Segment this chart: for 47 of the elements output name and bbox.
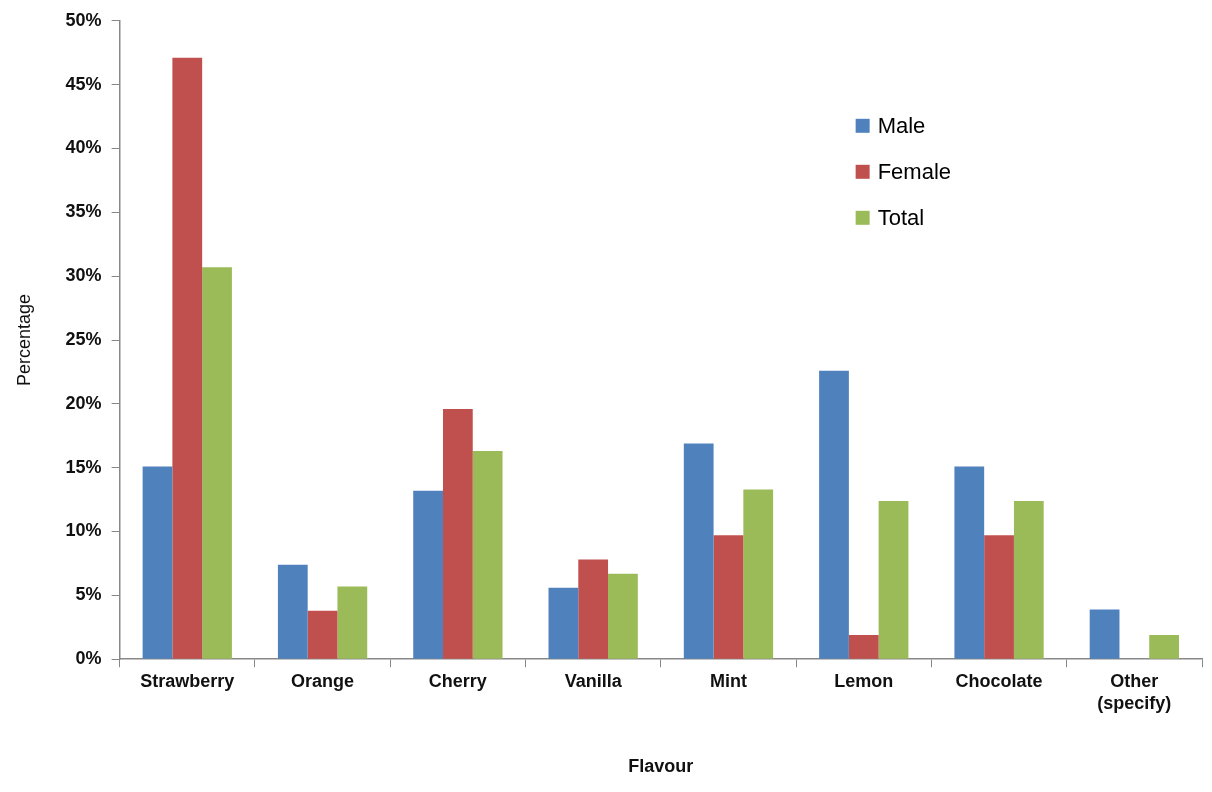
y-tick-label: 15%	[65, 456, 102, 477]
x-tick-label: Orange	[291, 670, 355, 691]
x-tick-label: Chocolate	[955, 670, 1043, 691]
x-tick-label: Lemon	[834, 670, 894, 691]
bar	[172, 57, 203, 659]
bar	[578, 559, 609, 659]
y-tick-label: 45%	[65, 73, 102, 94]
bar	[472, 451, 503, 659]
bar	[202, 267, 232, 659]
y-tick-label: 20%	[65, 392, 102, 413]
bar	[984, 535, 1014, 659]
y-tick-label: 30%	[65, 265, 102, 286]
bar	[442, 408, 473, 659]
x-tick-label: Cherry	[428, 670, 487, 691]
y-tick-label: 25%	[65, 328, 102, 349]
y-tick-label: 10%	[65, 520, 102, 541]
x-tick-label: Other (specify)	[1097, 670, 1172, 713]
legend-label: Male	[877, 112, 926, 138]
x-axis-title: Flavour	[628, 756, 694, 777]
y-tick-label: 5%	[75, 584, 102, 605]
bar	[1149, 634, 1179, 659]
bar	[848, 634, 879, 659]
bar	[277, 564, 308, 659]
bar	[743, 489, 774, 659]
bar	[878, 500, 909, 659]
y-tick-label: 40%	[65, 137, 102, 158]
bar	[713, 535, 744, 659]
bar	[413, 490, 443, 659]
y-tick-label: 35%	[65, 201, 102, 222]
bar	[1013, 500, 1044, 659]
bar	[819, 370, 849, 659]
y-tick-label: 0%	[75, 648, 102, 669]
legend-label: Female	[877, 158, 951, 184]
bar	[337, 586, 368, 659]
y-tick-label: 50%	[65, 9, 102, 30]
legend-label: Total	[877, 204, 925, 230]
bar	[1089, 609, 1120, 659]
x-tick-label: Mint	[709, 670, 747, 691]
bar	[608, 573, 638, 659]
bar	[548, 587, 579, 659]
bar	[683, 443, 714, 659]
x-tick-label: Vanilla	[564, 670, 623, 691]
y-axis-title: Percentage	[13, 293, 34, 387]
x-tick-label: Strawberry	[140, 670, 235, 691]
bar	[307, 610, 338, 659]
bar	[142, 466, 173, 659]
bar	[954, 466, 985, 659]
